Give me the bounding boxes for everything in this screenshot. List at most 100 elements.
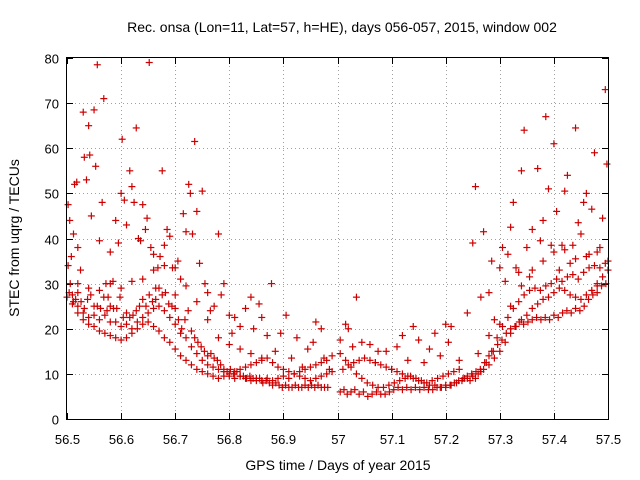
data-point [420, 359, 428, 367]
data-point [555, 266, 563, 274]
data-point [420, 379, 428, 387]
data-point [536, 286, 544, 294]
data-point [247, 377, 255, 385]
data-point [531, 284, 539, 292]
data-point [504, 250, 512, 258]
data-point [359, 388, 367, 396]
data-point [194, 338, 202, 346]
data-point [528, 304, 536, 312]
data-point [279, 365, 287, 373]
data-point [344, 325, 352, 333]
data-point [69, 230, 77, 238]
axis-ticks [67, 58, 609, 420]
data-point [139, 313, 147, 321]
data-point [200, 347, 208, 355]
data-point [156, 253, 164, 261]
data-point [572, 304, 580, 312]
data-point [372, 388, 380, 396]
data-point [85, 320, 93, 328]
data-point [132, 307, 140, 315]
data-point [523, 311, 531, 319]
data-point [550, 248, 558, 256]
data-point [596, 264, 604, 272]
data-point [493, 334, 501, 342]
data-point [214, 230, 222, 238]
data-point [480, 228, 488, 236]
data-point [123, 334, 131, 342]
data-point [129, 311, 137, 319]
y-tick-label: 80 [45, 52, 59, 67]
data-point [74, 280, 82, 288]
x-tick-label: 56.7 [163, 432, 188, 447]
data-point [574, 275, 582, 283]
data-point [582, 291, 590, 299]
data-point [589, 291, 597, 299]
data-point [388, 365, 396, 373]
data-point [90, 322, 98, 330]
data-point [106, 332, 114, 340]
data-point [517, 282, 525, 290]
data-point [485, 361, 493, 369]
data-point [328, 368, 336, 376]
data-point [204, 370, 212, 378]
data-point [269, 359, 277, 367]
data-point [207, 350, 215, 358]
data-point [485, 289, 493, 297]
data-point [128, 277, 136, 285]
data-point [561, 187, 569, 195]
data-point [225, 311, 233, 319]
data-point [213, 356, 221, 364]
data-point [566, 259, 574, 267]
data-point [429, 386, 437, 394]
data-point [119, 313, 127, 321]
data-point [93, 61, 101, 69]
data-point [447, 381, 455, 389]
data-point [544, 185, 552, 193]
data-point [100, 95, 108, 103]
data-point [147, 244, 155, 252]
data-point [293, 334, 301, 342]
data-point [515, 298, 523, 306]
data-point [252, 374, 260, 382]
data-point [558, 241, 566, 249]
data-point [593, 289, 601, 297]
data-point [145, 59, 153, 67]
data-point [469, 239, 477, 247]
data-point [312, 374, 320, 382]
data-point [382, 363, 390, 371]
data-point [323, 370, 331, 378]
data-point [150, 250, 158, 258]
data-point [155, 284, 163, 292]
y-tick-label: 50 [45, 187, 59, 202]
data-point [274, 363, 282, 371]
data-point [98, 198, 106, 206]
data-point [428, 377, 436, 385]
data-point [569, 271, 577, 279]
data-point [132, 124, 140, 132]
data-point [236, 345, 244, 353]
data-point [590, 262, 598, 270]
data-point [182, 356, 190, 364]
data-point [185, 180, 193, 188]
data-point [409, 374, 417, 382]
grid [67, 58, 608, 419]
data-point [317, 372, 325, 380]
data-point [103, 307, 111, 315]
data-point [377, 361, 385, 369]
data-point [150, 266, 158, 274]
data-point [220, 280, 228, 288]
data-point [217, 291, 225, 299]
data-point [485, 332, 493, 340]
data-point [193, 298, 201, 306]
data-point [323, 356, 331, 364]
data-point [347, 388, 355, 396]
data-point [117, 189, 125, 197]
data-point [343, 390, 351, 398]
data-point [236, 365, 244, 373]
data-point [415, 336, 423, 344]
data-point [471, 183, 479, 191]
data-point [490, 354, 498, 362]
data-point [80, 304, 88, 312]
data-point [163, 225, 171, 233]
